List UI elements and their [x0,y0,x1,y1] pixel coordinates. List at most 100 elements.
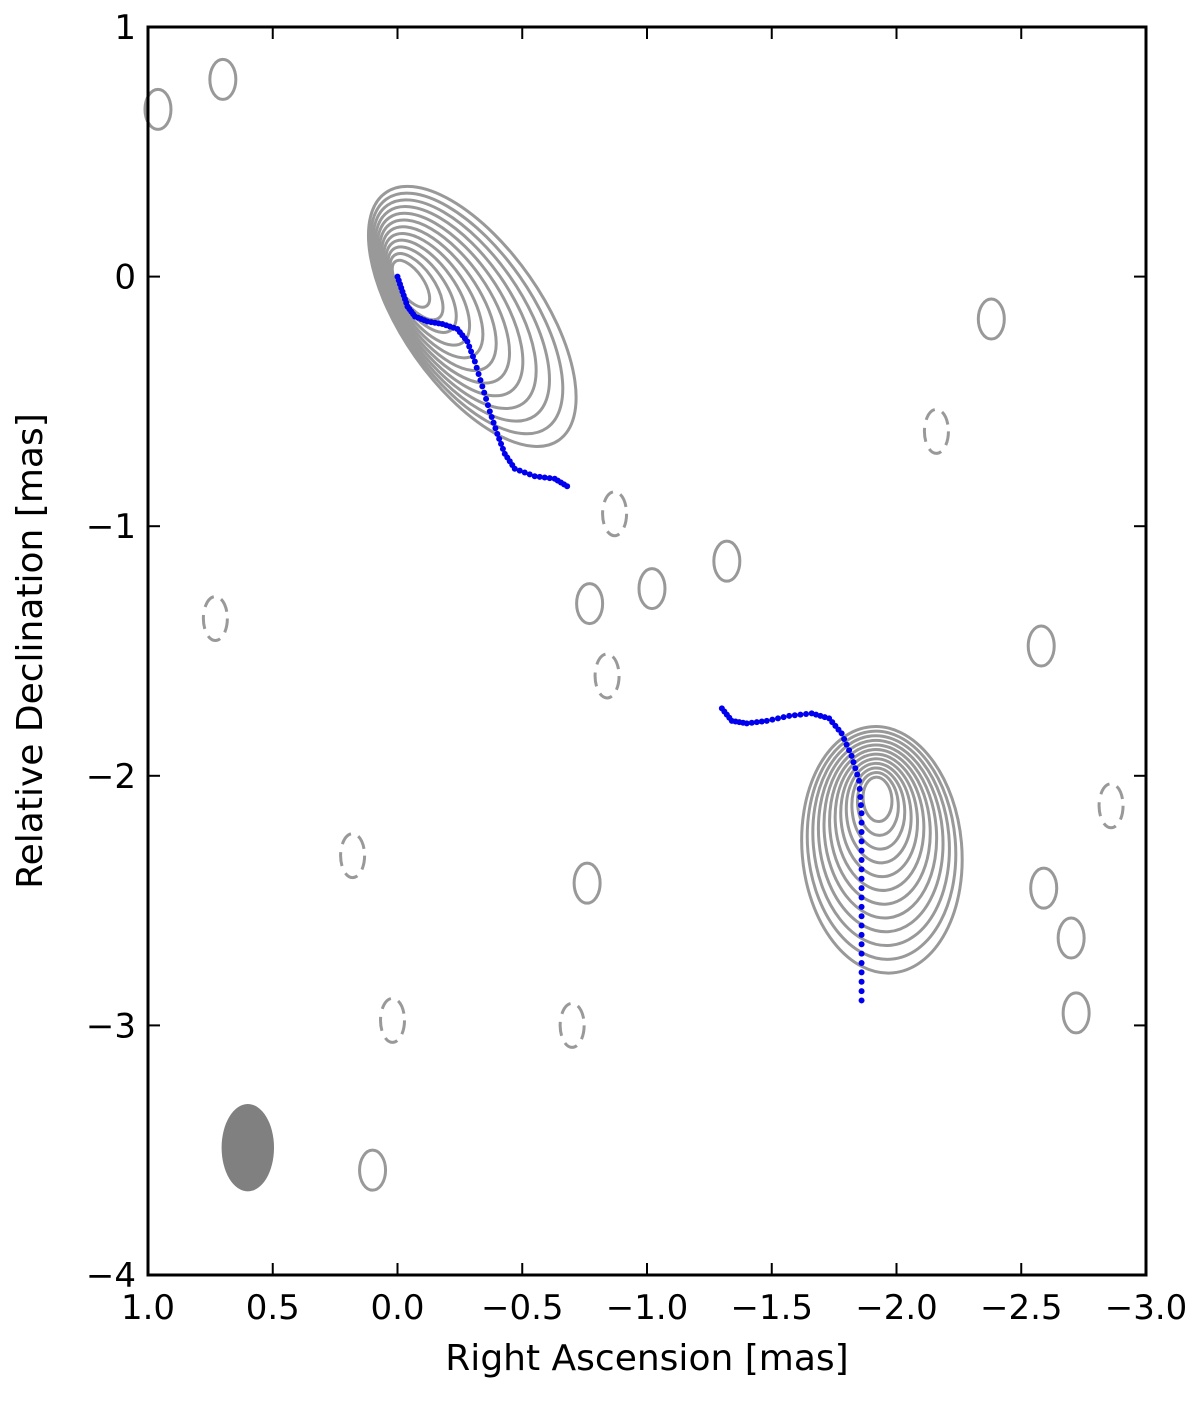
contour-level [375,211,525,398]
x-tick-label: −2.0 [855,1288,938,1328]
ridge-point [780,714,787,721]
ridge-point [468,348,475,355]
x-tick-label: −3.0 [1105,1288,1188,1328]
ridge-point [858,941,865,948]
contour-level [844,761,913,865]
ridge-point [483,395,490,402]
ridge-point [858,885,865,892]
ridge-point [857,794,864,801]
x-tick-label: 0.0 [370,1288,424,1328]
ridge-point [858,875,865,882]
ridge-point [848,752,855,759]
noise-contour [976,297,1006,341]
ridge-point [473,364,480,371]
contour-level [850,766,907,851]
ridge-point [858,969,865,976]
ridge-point [486,408,493,415]
ridge-point [541,474,548,481]
x-tick-label: −0.5 [481,1288,564,1328]
ridge-point [858,847,865,854]
x-axis-label: Right Ascension [mas] [445,1338,848,1379]
x-tick-label: −1.0 [606,1288,689,1328]
contour-level [371,198,551,423]
beam-ellipse [221,1104,274,1192]
ridge-point [536,473,543,480]
ridge-point [858,894,865,901]
ridge-point [466,343,473,350]
noise-contour [1026,624,1056,668]
y-tick-label: −4 [86,1256,136,1296]
ridge-point [856,785,863,792]
ridge-point [797,711,804,718]
ridge-point [857,802,864,809]
contour-level [828,748,932,906]
ridge-point [841,735,848,742]
negative-contour [379,996,407,1044]
contour-level [377,218,512,385]
ridge-point [492,425,499,432]
y-axis-label: Relative Declination [mas] [10,413,51,889]
y-tick-label: −2 [86,757,136,797]
ridge-point [763,717,770,724]
ridge-point [838,730,845,737]
ridge-point [850,759,857,766]
axis-ticks: 1.0 0.5 0.0 −0.5 −1.0 −1.5 −2.0 −2.5 −3.0 1 0 −1 −2 −… [86,8,1187,1328]
ridge-point [531,473,538,480]
ridge-point [498,440,505,447]
ridge-point [499,445,506,452]
contour-level [861,775,894,824]
ridge-point [464,338,471,345]
ridge-point [511,465,518,472]
x-tick-label: 1.0 [121,1288,175,1328]
ridge-point [858,810,865,817]
ridge-point [469,353,476,360]
negative-contour [1097,782,1125,830]
noise-contour [572,861,602,905]
contour-level [833,752,926,892]
ridge-point [758,718,765,725]
negative-contour [201,595,229,643]
ridge-point [526,471,533,478]
noise-contour [1056,916,1086,960]
x-tick-label: −1.5 [730,1288,813,1328]
ridge-point [496,435,503,442]
ridge-point [858,828,865,835]
ridge-point [488,414,495,420]
ridge-point [854,771,861,778]
noise-contour [208,57,238,101]
ridge-point [774,715,781,722]
ridge-point [564,483,571,490]
ridge-point [769,716,776,723]
ridge-point [516,467,523,474]
contour-layer [143,57,1125,1192]
ridge-point [743,720,750,727]
negative-contour [339,832,367,880]
contour-level [805,729,958,961]
noise-contour [358,1148,388,1192]
noise-contour [712,539,742,583]
noise-contour [637,567,667,611]
ridge-point [484,402,491,409]
negative-contour [601,490,629,538]
ridge-point [521,469,528,476]
contour-level [384,238,472,347]
y-tick-label: 1 [114,8,136,48]
ridge-point [494,430,501,437]
contour-level [855,771,900,837]
noise-contour [575,582,605,626]
ridge-point [753,719,760,726]
contour-level [800,725,964,975]
x-tick-label: −2.5 [980,1288,1063,1328]
ridge-point [852,765,859,772]
ridge-point [477,377,484,384]
ridge-point [791,712,798,719]
contour-level [379,225,498,372]
ridge-point [479,383,486,390]
ridge-point [786,712,793,719]
contour-level [369,191,565,436]
ridge-point [490,419,497,426]
contour-level [366,184,578,448]
ridge-point [858,838,865,845]
plot-frame [146,25,1148,1277]
ridge-point [858,950,865,957]
